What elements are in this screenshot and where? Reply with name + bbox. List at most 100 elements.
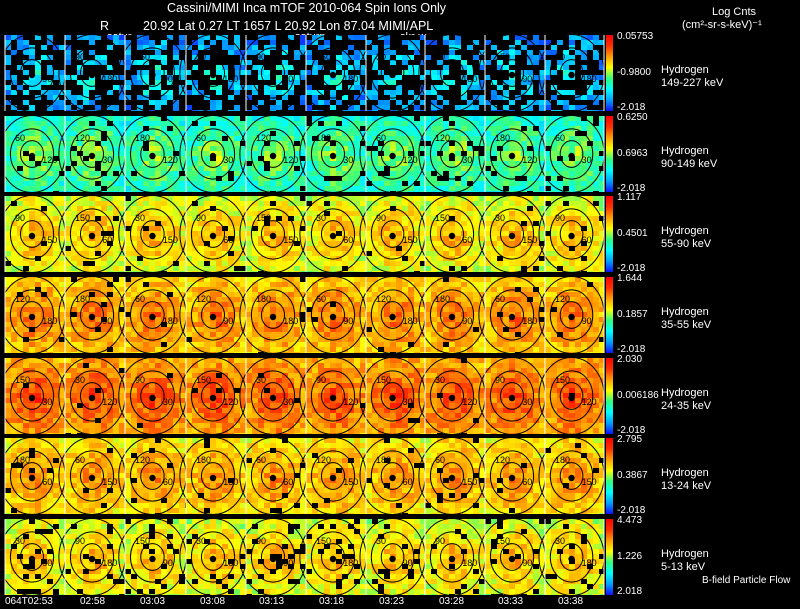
heat-cell (35, 216, 41, 221)
heat-cell (101, 266, 107, 271)
heat-cell (41, 342, 47, 347)
heat-cell (521, 105, 527, 110)
heat-cell (65, 45, 71, 50)
heat-cell (186, 251, 192, 256)
heat-cell (113, 196, 119, 201)
heat-cell (270, 327, 276, 332)
heat-cell (192, 116, 198, 121)
heat-cell (258, 297, 264, 302)
heat-cell (246, 241, 252, 246)
heat-cell (137, 70, 143, 75)
heat-cell (354, 166, 360, 171)
heat-cell (198, 136, 204, 141)
heat-cell (173, 246, 179, 251)
heat-cell (173, 146, 179, 151)
heat-cell (431, 256, 437, 261)
heat-cell (53, 307, 59, 312)
heat-cell (282, 206, 288, 211)
heat-cell (455, 116, 461, 121)
contour-line (19, 220, 45, 248)
heat-cell (65, 206, 71, 211)
heat-cell (360, 50, 366, 55)
heat-cell (354, 80, 360, 85)
heat-cell (366, 287, 372, 292)
heat-cell (222, 337, 228, 342)
heat-cell (161, 347, 167, 352)
heat-cell (161, 141, 167, 146)
contour-line (320, 140, 346, 168)
heat-cell (198, 176, 204, 181)
heat-cell (443, 221, 449, 226)
heat-cell (360, 85, 366, 90)
heat-cell (509, 136, 515, 141)
heat-cell (294, 206, 300, 211)
heat-cell (539, 70, 545, 75)
heat-cell (17, 241, 23, 246)
heat-cell (443, 161, 449, 166)
heat-cell (125, 332, 131, 337)
heat-cell (234, 176, 240, 181)
heat-cell (222, 241, 228, 246)
heat-cell (35, 126, 41, 131)
heat-cell (125, 347, 131, 352)
heat-cell (539, 156, 545, 161)
contour-line (190, 208, 236, 260)
heat-cell (282, 166, 288, 171)
heat-cell (119, 211, 125, 216)
heat-cell (354, 342, 360, 347)
heat-cell (35, 211, 41, 216)
heat-cell (282, 342, 288, 347)
heat-cell (318, 146, 324, 151)
heat-cell (167, 75, 173, 80)
heat-cell (336, 100, 342, 105)
heat-cell (234, 186, 240, 191)
heat-cell (53, 317, 59, 322)
heat-cell (143, 116, 149, 121)
heat-cell (216, 35, 222, 40)
heat-cell (83, 201, 89, 206)
heat-cell (425, 186, 431, 191)
heat-cell (396, 100, 402, 105)
heat-cell (35, 201, 41, 206)
heat-cell (83, 80, 89, 85)
heat-cell (216, 100, 222, 105)
heat-cell (246, 181, 252, 186)
heat-cell (270, 307, 276, 312)
heat-cell (306, 231, 312, 236)
heat-cell (113, 352, 119, 353)
heat-cell (503, 166, 509, 171)
heat-cell (509, 131, 515, 136)
heat-cell (336, 266, 342, 271)
heat-cell (330, 282, 336, 287)
heat-cell (354, 261, 360, 266)
heat-cell (557, 166, 563, 171)
heat-cell (89, 256, 95, 261)
heat-cell (192, 181, 198, 186)
heat-cell (360, 156, 366, 161)
heat-cell (222, 282, 228, 287)
heat-cell (23, 287, 29, 292)
heat-cell (83, 121, 89, 126)
heat-cell (593, 136, 599, 141)
heat-cell (276, 105, 282, 110)
heat-cell (414, 121, 420, 126)
heat-cell (65, 131, 71, 136)
contour-label: 90 (403, 74, 413, 84)
heat-cell (294, 307, 300, 312)
heat-cell (342, 236, 348, 241)
heat-cell (408, 241, 414, 246)
bfield-marker (149, 71, 156, 79)
heat-cell (246, 277, 252, 282)
heat-cell (131, 141, 137, 146)
heat-cell (35, 156, 41, 161)
heat-cell (149, 221, 155, 226)
heat-cell (210, 40, 216, 45)
heat-cell (539, 166, 545, 171)
heat-cell (149, 131, 155, 136)
heat-cell (161, 161, 167, 166)
heat-cell (306, 337, 312, 342)
heat-cell (5, 136, 11, 141)
heat-cell (360, 176, 366, 181)
heat-cell (378, 206, 384, 211)
heat-cell (222, 40, 228, 45)
